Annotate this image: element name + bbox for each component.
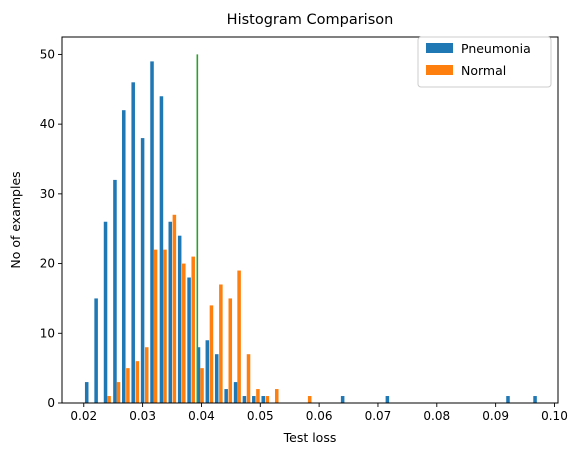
bar-normal-0: [107, 396, 111, 403]
bar-normal-13: [228, 298, 233, 403]
x-tick-label: 0.04: [188, 409, 215, 423]
bar-normal-5: [153, 249, 158, 403]
bar-normal-4: [144, 347, 149, 403]
bar-pneumonia-22: [506, 396, 510, 403]
bar-pneumonia-6: [140, 138, 145, 403]
bar-normal-2: [126, 368, 130, 403]
bar-pneumonia-12: [196, 347, 201, 403]
bar-pneumonia-21: [385, 396, 390, 403]
bar-normal-11: [209, 305, 214, 403]
bar-pneumonia-20: [340, 396, 345, 403]
bar-normal-12: [219, 284, 223, 403]
x-tick-label: 0.05: [247, 409, 274, 423]
x-tick-label: 0.02: [70, 409, 97, 423]
bar-pneumonia-17: [242, 396, 247, 403]
x-tick-label: 0.08: [423, 409, 450, 423]
bar-normal-3: [135, 361, 140, 403]
x-tick-label: 0.06: [306, 409, 333, 423]
bar-pneumonia-15: [224, 389, 228, 403]
bar-normal-15: [246, 354, 251, 403]
bar-normal-1: [116, 382, 121, 403]
y-tick-label: 30: [40, 187, 55, 201]
bar-pneumonia-13: [205, 340, 210, 403]
bar-normal-9: [191, 256, 195, 403]
bar-normal-17: [265, 396, 270, 403]
bar-pneumonia-7: [150, 61, 154, 404]
legend-label-normal: Normal: [461, 63, 506, 78]
y-tick-label: 40: [40, 117, 55, 131]
bar-normal-19: [307, 396, 312, 403]
bar-pneumonia-18: [252, 396, 256, 403]
bar-normal-10: [200, 368, 204, 403]
legend: Pneumonia Normal: [417, 36, 552, 88]
plot-frame: [61, 36, 559, 404]
bar-normal-6: [163, 249, 167, 403]
bar-pneumonia-23: [533, 396, 537, 403]
bar-normal-7: [172, 214, 177, 403]
x-tick-label: 0.03: [129, 409, 156, 423]
bars-layer: [84, 61, 537, 404]
chart-title: Histogram Comparison: [227, 12, 394, 28]
bar-normal-18: [274, 389, 279, 403]
legend-label-pneumonia: Pneumonia: [461, 41, 531, 56]
y-tick-label: 20: [40, 257, 55, 271]
bar-pneumonia-8: [159, 96, 164, 403]
y-axis-ticks: 0 10 20 30 40 50: [40, 47, 62, 410]
x-axis-label: Test loss: [283, 430, 337, 445]
x-tick-label: 0.09: [482, 409, 509, 423]
x-tick-label: 0.07: [365, 409, 392, 423]
y-axis-label: No of examples: [8, 171, 23, 268]
bar-normal-8: [182, 263, 186, 403]
bar-pneumonia-3: [113, 179, 117, 403]
y-tick-label: 50: [40, 47, 55, 61]
bar-pneumonia-9: [168, 221, 173, 403]
bar-pneumonia-4: [122, 110, 126, 403]
bar-normal-14: [237, 270, 241, 403]
y-tick-label: 0: [47, 396, 55, 410]
bar-pneumonia-0: [84, 382, 89, 403]
bar-pneumonia-10: [177, 235, 182, 403]
x-axis-ticks: 0.02 0.03 0.04 0.05 0.06 0.07 0.08 0.09 0.10: [70, 403, 568, 423]
bar-pneumonia-1: [94, 298, 98, 403]
bar-normal-16: [256, 389, 260, 403]
bar-pneumonia-11: [187, 277, 191, 403]
bar-pneumonia-2: [103, 221, 108, 403]
legend-swatch-normal: [426, 65, 453, 75]
bar-pneumonia-16: [233, 382, 238, 403]
bar-pneumonia-19: [261, 396, 265, 403]
y-tick-label: 10: [40, 326, 55, 340]
bar-pneumonia-5: [131, 82, 135, 403]
x-tick-label: 0.10: [541, 409, 568, 423]
bar-pneumonia-14: [214, 354, 219, 403]
legend-swatch-pneumonia: [426, 43, 453, 53]
